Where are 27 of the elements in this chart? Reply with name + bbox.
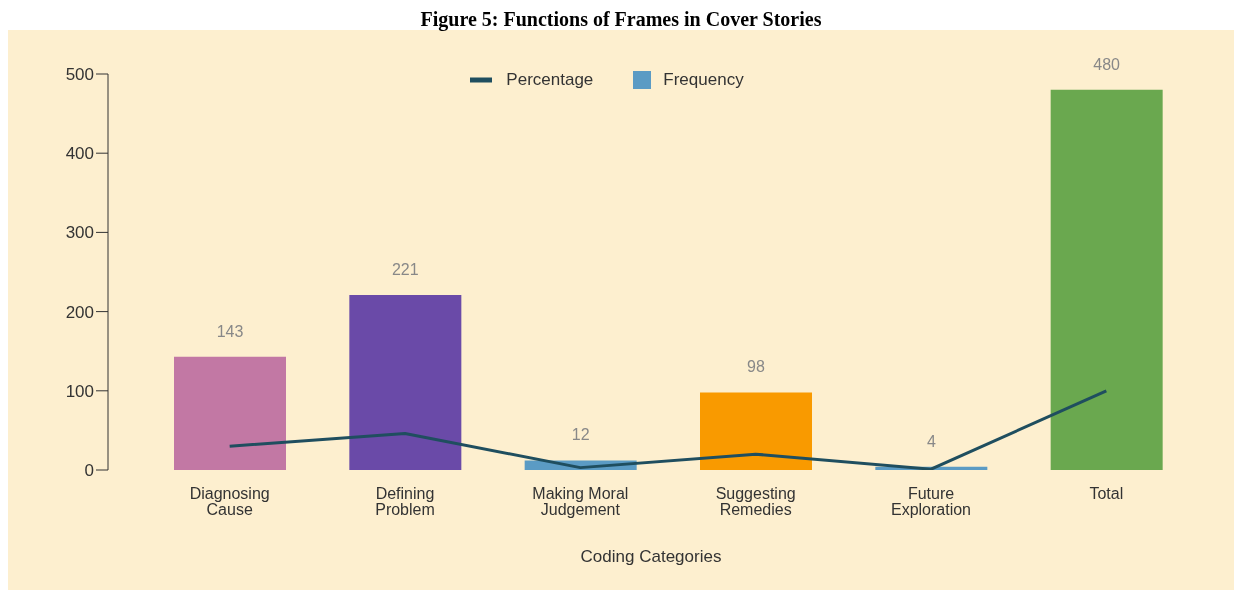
chart-title: Figure 5: Functions of Frames in Cover Stories (419, 8, 823, 30)
x-tick-label: Suggesting Remedies (715, 485, 796, 519)
data-label: 12 (571, 426, 590, 444)
y-tick-label: 0 (84, 461, 94, 481)
data-label: 143 (216, 322, 244, 340)
legend-label: Frequency (663, 70, 744, 90)
y-tick-label: 300 (65, 223, 94, 243)
legend-label: Percentage (506, 70, 594, 90)
data-label: 480 (1093, 55, 1121, 73)
x-tick-label: Defining Problem (375, 485, 435, 519)
bar (349, 294, 462, 470)
y-tick-label: 500 (65, 65, 94, 85)
data-label: 4 (926, 432, 936, 450)
x-axis-title: Coding Categories (580, 547, 722, 566)
x-tick-label: Total (1089, 485, 1124, 503)
x-tick-label: Future Exploration (890, 485, 972, 519)
y-tick-label: 100 (65, 381, 94, 401)
data-label: 221 (391, 260, 419, 278)
bar (1050, 89, 1163, 470)
x-tick-label: Making Moral Judgement (532, 485, 629, 519)
bar (174, 356, 286, 470)
bar (700, 392, 812, 470)
y-tick-label: 200 (65, 302, 94, 322)
line-series (228, 389, 1108, 470)
data-label: 98 (747, 358, 765, 376)
y-tick-label: 400 (65, 144, 94, 164)
x-tick-label: Diagnosing Cause (189, 485, 270, 519)
